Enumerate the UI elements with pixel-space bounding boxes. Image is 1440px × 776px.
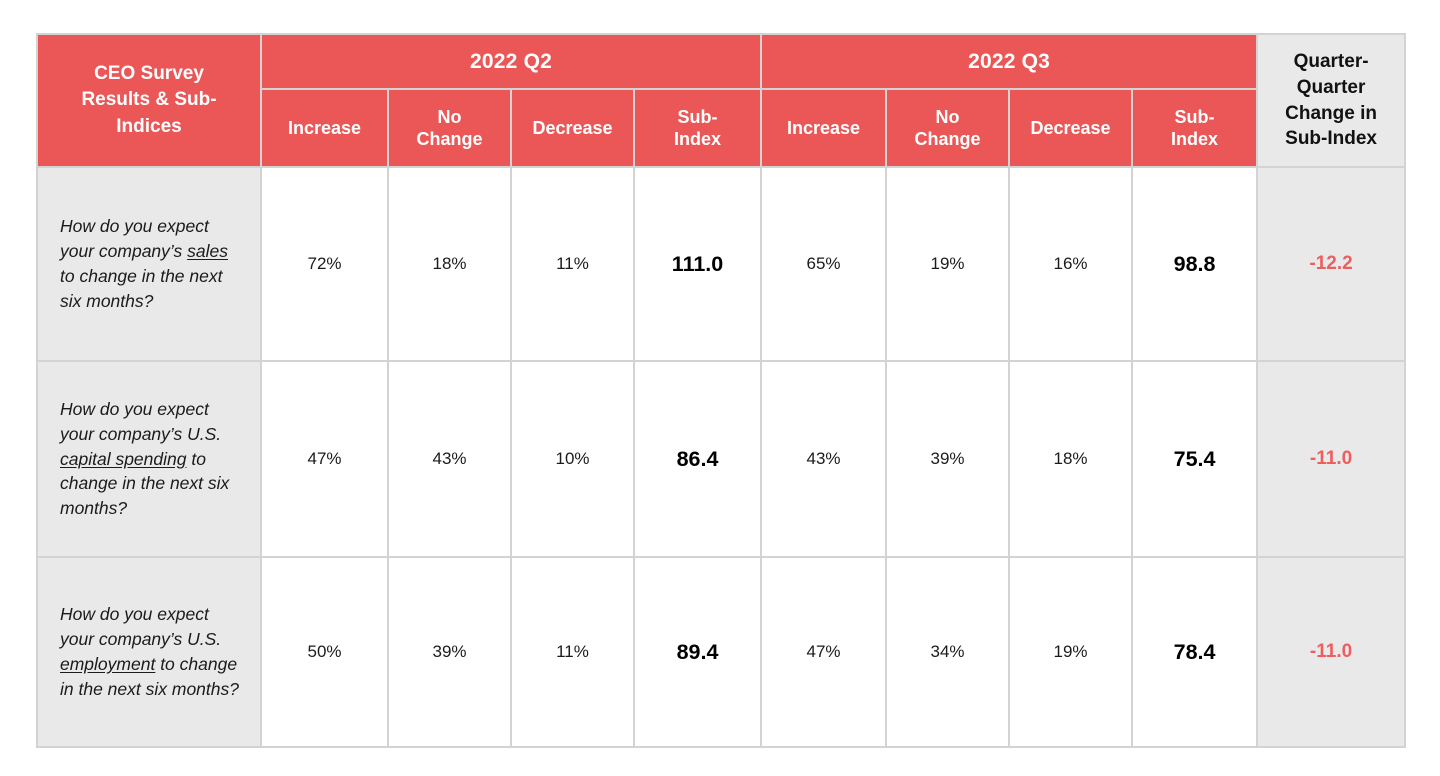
question-cell-employment: How do you expect your company’s U.S. em… [36,556,262,748]
cell-capital-q3-no-change: 39% [885,360,1011,558]
cell-employment-qoq-change: -11.0 [1256,556,1407,748]
cell-capital-q3-sub-index: 75.4 [1131,360,1259,558]
sub-header-q3-no-change: No Change [885,88,1011,168]
cell-capital-q3-increase: 43% [760,360,888,558]
cell-sales-qoq-change: -12.2 [1256,166,1407,362]
question-underlined-term: sales [187,241,228,262]
cell-capital-q3-decrease: 18% [1008,360,1134,558]
question-text: How do you expect your company’s [60,216,209,262]
cell-employment-q3-decrease: 19% [1008,556,1134,748]
question-underlined-term: employment [60,654,156,674]
cell-sales-q3-sub-index: 98.8 [1131,166,1259,362]
group-header-2022-q2: 2022 Q2 [259,33,763,90]
cell-employment-q2-increase: 50% [260,556,389,748]
change-header: Quarter- Quarter Change in Sub-Index [1256,33,1407,168]
cell-sales-q2-decrease: 11% [510,166,635,362]
cell-employment-q3-increase: 47% [760,556,888,748]
header-sub-row: Increase No Change Decrease Sub- Index I… [37,88,1405,168]
cell-employment-q2-sub-index: 89.4 [632,556,763,748]
sub-header-q3-increase: Increase [760,88,888,168]
sub-header-q2-sub-index: Sub- Index [632,88,763,168]
question-cell-sales: How do you expect your company’s sales t… [36,166,262,362]
cell-sales-q2-sub-index: 111.0 [632,166,763,362]
table-row-capital-spending: How do you expect your company’s U.S. ca… [36,360,1407,558]
corner-header: CEO Survey Results & Sub- Indices [36,33,262,168]
cell-employment-q2-decrease: 11% [510,556,635,748]
question-text: How do you expect your company’s U.S. [60,604,222,650]
cell-sales-q2-increase: 72% [260,166,389,362]
ceo-survey-table: CEO Survey Results & Sub- Indices 2022 Q… [36,33,1407,748]
cell-sales-q2-no-change: 18% [387,166,512,362]
cell-capital-q2-decrease: 10% [510,360,635,558]
cell-employment-q2-no-change: 39% [387,556,512,748]
question-text: How do you expect your company’s U.S. [60,398,222,444]
cell-sales-q3-no-change: 19% [885,166,1011,362]
table-row-employment: How do you expect your company’s U.S. em… [36,556,1407,748]
sub-header-q3-decrease: Decrease [1008,88,1134,168]
cell-employment-q3-sub-index: 78.4 [1131,556,1259,748]
sub-header-q2-increase: Increase [260,88,389,168]
question-text: to change in the next six months? [60,654,239,699]
header-group-row: CEO Survey Results & Sub- Indices 2022 Q… [36,33,1407,168]
question-text: to change in the next six months? [60,448,230,519]
cell-sales-q3-decrease: 16% [1008,166,1134,362]
cell-capital-q2-no-change: 43% [387,360,512,558]
cell-employment-q3-no-change: 34% [885,556,1011,748]
group-header-2022-q3: 2022 Q3 [760,33,1259,90]
table-row-sales: How do you expect your company’s sales t… [36,166,1407,362]
question-underlined-term: capital spending [60,448,187,469]
sub-header-q2-decrease: Decrease [510,88,635,168]
question-text: to change in the next six months? [60,266,223,311]
cell-capital-q2-sub-index: 86.4 [632,360,763,558]
sub-header-q2-no-change: No Change [387,88,512,168]
cell-sales-q3-increase: 65% [760,166,888,362]
sub-header-q3-sub-index: Sub- Index [1131,88,1259,168]
question-cell-capital-spending: How do you expect your company’s U.S. ca… [36,360,262,558]
cell-capital-qoq-change: -11.0 [1256,360,1407,558]
cell-capital-q2-increase: 47% [260,360,389,558]
